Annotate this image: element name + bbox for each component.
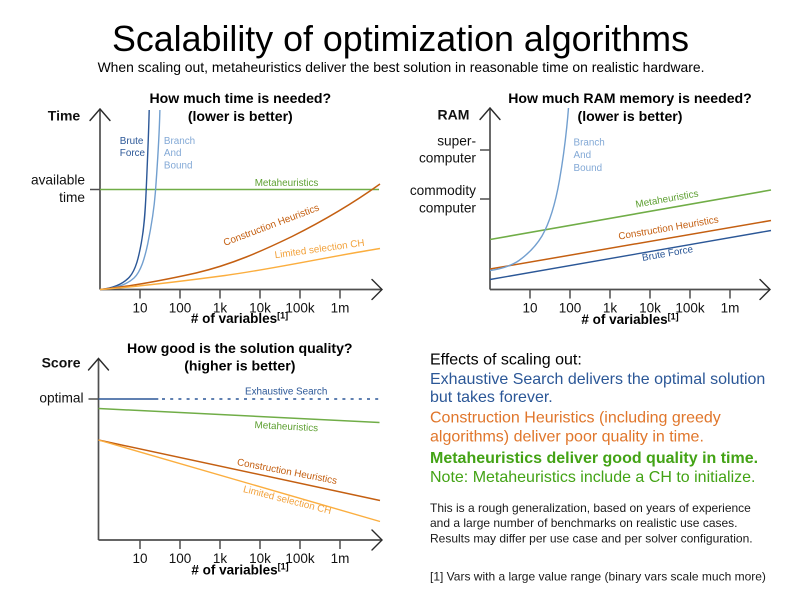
svg-text:100k: 100k bbox=[675, 301, 705, 316]
svg-text:And: And bbox=[164, 148, 182, 159]
svg-text:Metaheuristics: Metaheuristics bbox=[255, 178, 319, 189]
svg-text:Force: Force bbox=[120, 148, 146, 159]
svg-text:Exhaustive Search: Exhaustive Search bbox=[245, 387, 327, 398]
svg-text:Bound: Bound bbox=[574, 163, 603, 174]
svg-text:100: 100 bbox=[169, 551, 192, 566]
svg-text:1m: 1m bbox=[331, 551, 350, 566]
svg-text:Note: Metaheuristics include a: Note: Metaheuristics include a CH to ini… bbox=[430, 469, 755, 486]
svg-text:RAM: RAM bbox=[438, 107, 470, 123]
svg-text:Results may differ per use cas: Results may differ per use case and per … bbox=[430, 531, 753, 545]
svg-text:When scaling out, metaheuristi: When scaling out, metaheuristics deliver… bbox=[98, 59, 705, 75]
svg-text:# of variables[1]: # of variables[1] bbox=[191, 311, 288, 327]
svg-text:super-: super- bbox=[437, 133, 476, 148]
svg-text:(lower is better): (lower is better) bbox=[188, 108, 293, 124]
svg-text:100: 100 bbox=[169, 301, 192, 316]
svg-text:100: 100 bbox=[559, 301, 582, 316]
svg-text:100k: 100k bbox=[285, 301, 315, 316]
svg-text:Branch: Branch bbox=[164, 136, 195, 147]
svg-text:10: 10 bbox=[132, 301, 147, 316]
svg-text:and a large number of benchmar: and a large number of benchmarks on real… bbox=[430, 516, 738, 530]
svg-text:Construction Heuristics (inclu: Construction Heuristics (including greed… bbox=[430, 410, 721, 427]
svg-text:Exhaustive Search delivers the: Exhaustive Search delivers the optimal s… bbox=[430, 371, 765, 388]
svg-text:100k: 100k bbox=[285, 551, 315, 566]
svg-text:1m: 1m bbox=[331, 301, 350, 316]
svg-text:10k: 10k bbox=[249, 301, 271, 316]
svg-text:algorithms) deliver poor quali: algorithms) deliver poor quality in time… bbox=[430, 428, 704, 445]
svg-text:10: 10 bbox=[522, 301, 537, 316]
svg-text:Scalability of optimization al: Scalability of optimization algorithms bbox=[112, 19, 689, 59]
svg-text:1k: 1k bbox=[213, 551, 228, 566]
svg-text:And: And bbox=[574, 150, 592, 161]
svg-text:computer: computer bbox=[419, 201, 476, 216]
svg-text:Metaheuristics deliver good qu: Metaheuristics deliver good quality in t… bbox=[430, 450, 758, 467]
svg-text:Metaheuristics: Metaheuristics bbox=[254, 420, 318, 434]
svg-text:# of variables[1]: # of variables[1] bbox=[581, 311, 678, 327]
svg-text:time: time bbox=[59, 190, 85, 205]
svg-text:(lower is better): (lower is better) bbox=[578, 108, 683, 124]
svg-text:available: available bbox=[31, 173, 85, 188]
svg-text:commodity: commodity bbox=[410, 183, 476, 198]
svg-text:1k: 1k bbox=[603, 301, 618, 316]
svg-text:10k: 10k bbox=[249, 551, 271, 566]
svg-text:(higher is better): (higher is better) bbox=[184, 358, 295, 374]
svg-text:[1] Vars with a large value ra: [1] Vars with a large value range (binar… bbox=[430, 569, 766, 583]
svg-text:but takes forever.: but takes forever. bbox=[430, 389, 553, 406]
svg-text:Effects of scaling out:: Effects of scaling out: bbox=[430, 352, 582, 369]
svg-text:10: 10 bbox=[132, 551, 147, 566]
svg-text:10k: 10k bbox=[639, 301, 661, 316]
svg-text:computer: computer bbox=[419, 151, 476, 166]
svg-text:Branch: Branch bbox=[574, 137, 605, 148]
svg-text:How much RAM memory is needed?: How much RAM memory is needed? bbox=[508, 90, 752, 106]
svg-text:Brute: Brute bbox=[120, 136, 144, 147]
svg-text:How much time is needed?: How much time is needed? bbox=[149, 90, 331, 106]
svg-text:Score: Score bbox=[42, 355, 81, 371]
svg-text:Time: Time bbox=[48, 107, 81, 123]
svg-text:1k: 1k bbox=[213, 301, 228, 316]
svg-text:# of variables[1]: # of variables[1] bbox=[191, 562, 288, 578]
svg-text:This is a rough generalization: This is a rough generalization, based on… bbox=[430, 501, 751, 515]
svg-text:How good is the solution quali: How good is the solution quality? bbox=[127, 340, 353, 356]
svg-text:optimal: optimal bbox=[39, 391, 83, 406]
svg-text:Bound: Bound bbox=[164, 160, 193, 171]
svg-text:1m: 1m bbox=[721, 301, 740, 316]
